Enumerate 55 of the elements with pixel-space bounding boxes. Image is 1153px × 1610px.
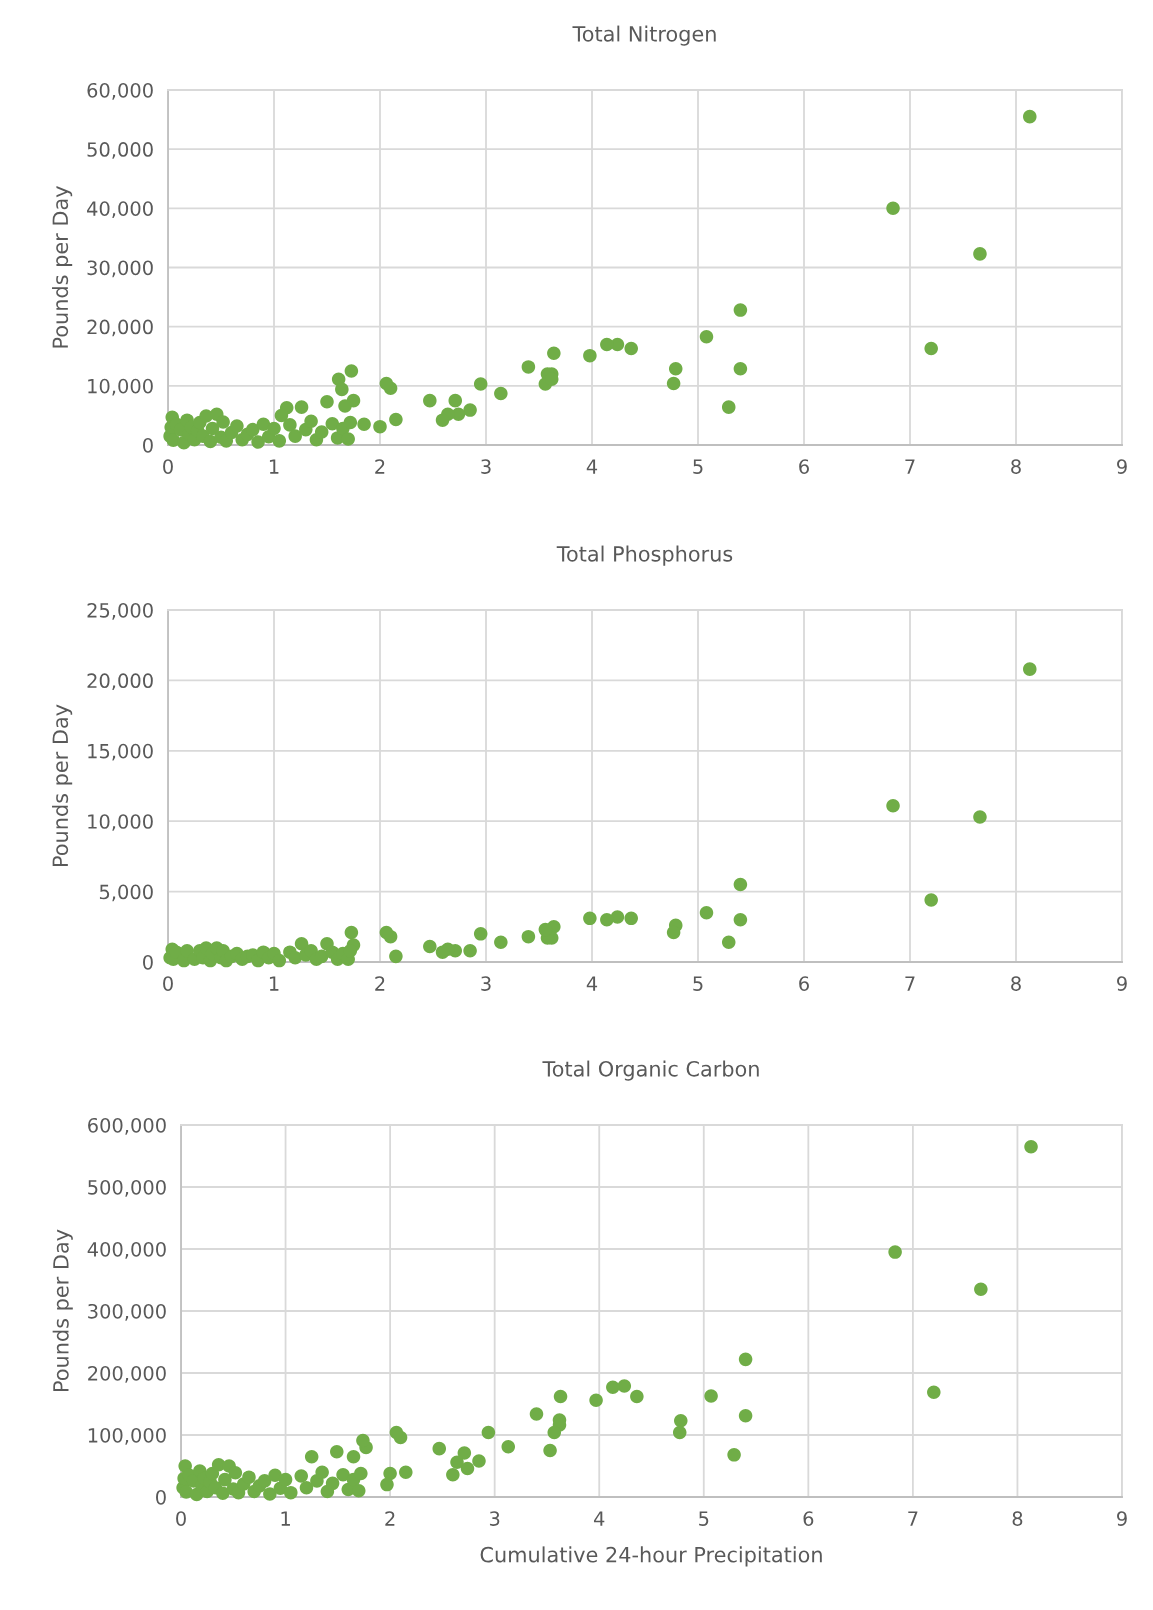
x-tick-label: 9 — [1117, 1511, 1127, 1526]
y-tick-label: 50,000 — [87, 142, 153, 159]
x-tick-label: 1 — [281, 1511, 290, 1526]
x-tick-label: 3 — [481, 976, 491, 991]
x-tick-label: 5 — [699, 1511, 709, 1526]
x-tick-label: 3 — [489, 1511, 500, 1526]
chart-title: Total Phosphorus — [556, 545, 733, 566]
chart-title: Total Nitrogen — [572, 25, 716, 46]
x-tick-label: 9 — [1117, 459, 1127, 474]
y-tick-label: 100,000 — [88, 1427, 166, 1445]
y-tick-label: 10,000 — [88, 378, 153, 396]
x-tick-label: 7 — [905, 976, 915, 991]
x-tick-label: 4 — [586, 976, 598, 991]
y-axis-title: Pounds per Day — [52, 1229, 73, 1391]
x-tick-label: 1 — [269, 976, 279, 991]
y-tick-label: 30,000 — [87, 260, 153, 278]
x-axis-title: Cumulative 24-hour Precipitation — [480, 1546, 822, 1567]
x-tick-label: 2 — [375, 459, 385, 474]
y-axis-title: Pounds per Day — [52, 704, 73, 866]
x-tick-label: 4 — [586, 459, 598, 474]
y-tick-label: 300,000 — [88, 1303, 166, 1321]
x-tick-label: 6 — [799, 976, 809, 991]
x-tick-label: 5 — [693, 976, 703, 991]
y-tick-label: 0 — [143, 954, 153, 970]
x-tick-label: 8 — [1011, 459, 1021, 474]
y-tick-label: 20,000 — [87, 319, 153, 337]
y-tick-label: 5,000 — [99, 884, 153, 902]
x-tick-label: 9 — [1117, 976, 1127, 991]
x-tick-label: 5 — [693, 459, 703, 474]
x-tick-label: 8 — [1012, 1511, 1023, 1526]
x-tick-label: 7 — [908, 1511, 918, 1526]
chart-title: Total Organic Carbon — [542, 1060, 759, 1081]
x-tick-label: 0 — [176, 1511, 186, 1526]
x-tick-label: 8 — [1011, 976, 1021, 991]
x-tick-label: 2 — [375, 976, 385, 991]
x-tick-label: 7 — [905, 459, 915, 474]
y-axis-title: Pounds per Day — [52, 186, 73, 348]
x-tick-label: 6 — [799, 459, 809, 474]
x-tick-label: 3 — [481, 459, 491, 474]
y-tick-label: 400,000 — [87, 1241, 166, 1259]
x-tick-label: 4 — [593, 1511, 605, 1526]
y-tick-label: 0 — [143, 437, 153, 453]
x-tick-label: 6 — [803, 1511, 814, 1526]
y-tick-label: 40,000 — [87, 201, 153, 218]
y-tick-label: 10,000 — [88, 814, 153, 831]
y-tick-label: 15,000 — [88, 743, 153, 761]
y-tick-label: 600,000 — [88, 1117, 166, 1135]
y-tick-label: 200,000 — [88, 1365, 166, 1383]
x-tick-label: 1 — [269, 459, 279, 474]
y-tick-label: 25,000 — [87, 602, 153, 620]
y-tick-label: 60,000 — [87, 82, 153, 100]
y-tick-label: 500,000 — [88, 1179, 166, 1197]
y-tick-label: 0 — [156, 1489, 166, 1505]
x-tick-label: 2 — [385, 1511, 395, 1526]
y-tick-label: 20,000 — [87, 673, 153, 691]
